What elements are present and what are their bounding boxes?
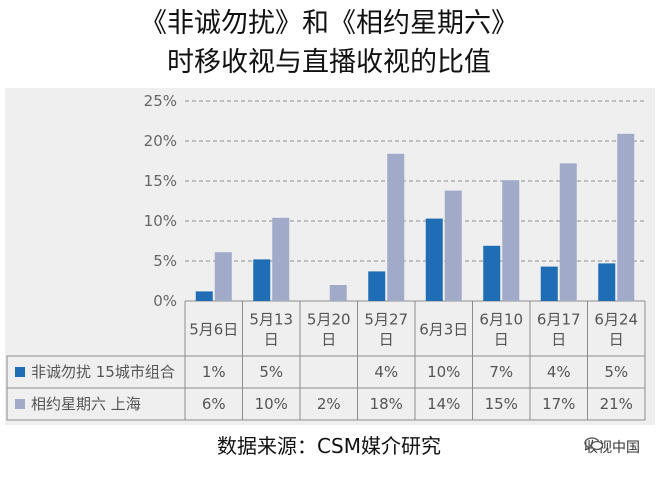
table-value: 1% (202, 363, 226, 381)
table-value: 10% (427, 363, 460, 381)
bar-chart-with-table: 0% 5% 10% 15% 20% 25% 5月6日 5月13 日 5月20 日 5月27 日 6月3日 6… (6, 92, 646, 421)
bar-series-1 (425, 218, 443, 301)
table-value: 21% (600, 395, 633, 413)
x-category-label: 日 (264, 331, 279, 349)
bar-series-2 (502, 180, 520, 301)
x-category-label: 6月10 (479, 311, 523, 329)
bar-series-2 (387, 153, 405, 301)
bar-series-2 (214, 252, 232, 301)
wechat-icon (584, 437, 604, 451)
table-value: 6% (202, 395, 226, 413)
y-tick-label: 25% (144, 92, 177, 110)
legend-label-series-2: 相约星期六 上海 (31, 395, 141, 413)
watermark: 收视中国 (584, 437, 640, 457)
bar-series-2 (272, 217, 290, 301)
chart-title-line1: 《非诚勿扰》和《相约星期六》 (140, 8, 518, 39)
x-category-label: 日 (321, 331, 336, 349)
bar-series-1 (483, 245, 501, 301)
x-category-label: 5月6日 (189, 321, 238, 339)
chart-area: 0% 5% 10% 15% 20% 25% 5月6日 5月13 日 5月20 日 5月27 日 6月3日 6… (5, 88, 655, 425)
x-category-label: 日 (609, 331, 624, 349)
table-value: 5% (604, 363, 628, 381)
table-value: 15% (485, 395, 518, 413)
y-tick-label: 10% (144, 212, 177, 230)
bar-series-2 (559, 163, 577, 301)
table-value: 14% (427, 395, 460, 413)
x-category-label: 6月24 (594, 311, 638, 329)
bar-series-2 (329, 285, 347, 301)
y-tick-label: 15% (144, 172, 177, 190)
table-value: 4% (374, 363, 398, 381)
x-category-label: 6月17 (537, 311, 581, 329)
legend-key-series-2 (15, 399, 25, 409)
y-tick-label: 20% (144, 132, 177, 150)
table-value: 7% (489, 363, 513, 381)
table-value: 10% (255, 395, 288, 413)
bar-series-2 (444, 190, 462, 301)
table-value: 5% (259, 363, 283, 381)
chart-title-line2: 时移收视与直播收视的比值 (167, 47, 491, 78)
x-category-label: 6月3日 (419, 321, 468, 339)
legend-label-series-1: 非诚勿扰 15城市组合 (31, 363, 175, 381)
table-value: 18% (370, 395, 403, 413)
bar-series-1 (540, 266, 558, 301)
x-category-label: 日 (551, 331, 566, 349)
x-category-label: 日 (379, 331, 394, 349)
table-value: 17% (542, 395, 575, 413)
data-source: 数据来源：CSM媒介研究 (217, 434, 441, 458)
table-value: 4% (547, 363, 571, 381)
x-category-label: 5月27 (364, 311, 408, 329)
y-tick-label: 0% (153, 292, 177, 310)
table-value: 2% (317, 395, 341, 413)
bar-series-1 (195, 291, 213, 301)
bar-series-1 (368, 271, 386, 301)
y-tick-label: 5% (153, 252, 177, 270)
x-category-label: 5月20 (307, 311, 351, 329)
x-category-label: 日 (494, 331, 509, 349)
bar-series-1 (253, 259, 271, 301)
bar-series-2 (617, 133, 635, 301)
x-category-label: 5月13 (249, 311, 293, 329)
bar-series-1 (598, 263, 616, 301)
legend-key-series-1 (15, 367, 25, 377)
